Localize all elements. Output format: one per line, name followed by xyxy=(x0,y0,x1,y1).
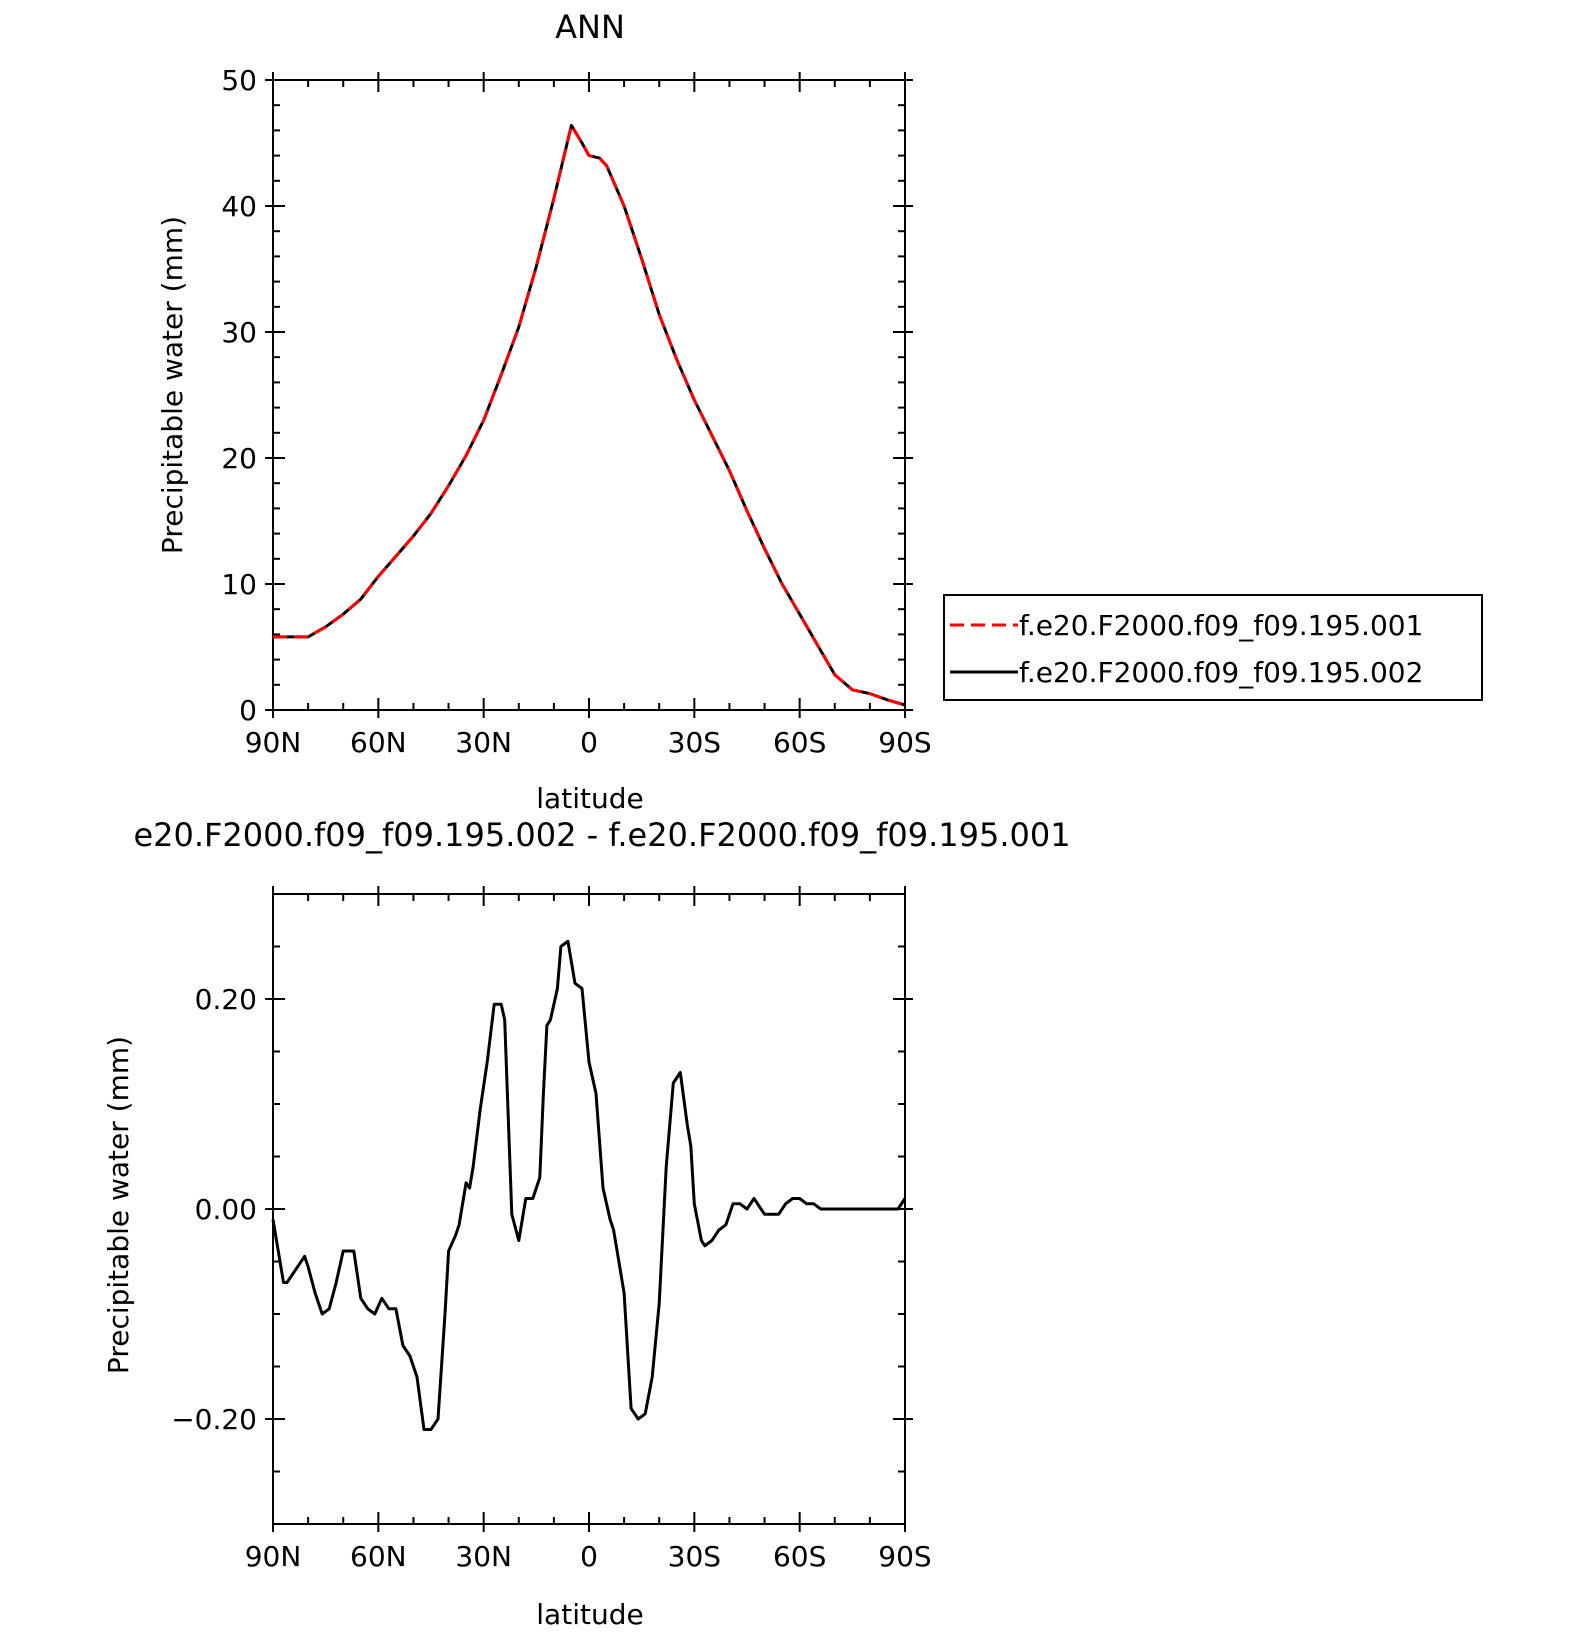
bottom-series-line-0 xyxy=(271,939,907,1431)
top-y-tick-label: 50 xyxy=(221,64,257,97)
top-chart-title: ANN xyxy=(555,8,625,46)
top-x-tick-label: 90N xyxy=(245,726,302,759)
bottom-x-tick-label: 30S xyxy=(668,1540,721,1573)
top-x-tick-label: 30N xyxy=(455,726,512,759)
bottom-x-tick-label: 60S xyxy=(773,1540,826,1573)
legend-label-series-001: f.e20.F2000.f09_f09.195.001 xyxy=(1019,609,1423,642)
bottom-x-tick-label: 90S xyxy=(878,1540,931,1573)
top-x-tick-label: 30S xyxy=(668,726,721,759)
legend-label-series-002: f.e20.F2000.f09_f09.195.002 xyxy=(1019,656,1423,689)
bottom-plot-frame xyxy=(272,893,906,1525)
top-y-tick-label: 30 xyxy=(221,316,257,349)
bottom-chart-title: e20.F2000.f09_f09.195.002 - f.e20.F2000.… xyxy=(133,816,1070,854)
bottom-y-tick-label: 0.20 xyxy=(195,983,257,1016)
bottom-x-tick-label: 60N xyxy=(350,1540,407,1573)
bottom-y-tick-label: 0.00 xyxy=(195,1193,257,1226)
bottom-panel: e20.F2000.f09_f09.195.002 - f.e20.F2000.… xyxy=(102,816,1071,1631)
top-plot-area: 90N 60N 30N 0 30S 60S 90S 0 10 20 30 40 50 xyxy=(221,64,931,759)
top-y-tick-label: 0 xyxy=(239,694,257,727)
bottom-x-tick-label: 90N xyxy=(245,1540,302,1573)
bottom-y-axis-title: Precipitable water (mm) xyxy=(102,1036,135,1374)
bottom-x-axis-title: latitude xyxy=(536,1598,643,1631)
bottom-x-tick-label: 30N xyxy=(455,1540,512,1573)
top-x-tick-label: 0 xyxy=(580,726,598,759)
top-panel: ANN 90N 60N 30N 0 30S 60S 90S 0 10 20 30 40 50 latit… xyxy=(156,8,1483,815)
top-x-tick-label: 60N xyxy=(350,726,407,759)
top-x-tick-label: 90S xyxy=(878,726,931,759)
top-series-line-1 xyxy=(273,123,906,707)
top-y-tick-label: 10 xyxy=(221,568,257,601)
top-series-line-0 xyxy=(273,123,906,707)
bottom-x-tick-label: 0 xyxy=(580,1540,598,1573)
top-y-tick-label: 40 xyxy=(221,190,257,223)
top-x-tick-label: 60S xyxy=(773,726,826,759)
legend-box xyxy=(943,594,1483,701)
top-y-tick-label: 20 xyxy=(221,442,257,475)
bottom-plot-area: 90N 60N 30N 0 30S 60S 90S −0.20 0.00 0.20 xyxy=(171,886,932,1573)
top-y-axis-title: Precipitable water (mm) xyxy=(156,216,189,554)
top-plot-frame xyxy=(272,79,906,711)
top-x-axis-title: latitude xyxy=(536,782,643,815)
bottom-y-tick-label: −0.20 xyxy=(171,1403,257,1436)
top-legend: f.e20.F2000.f09_f09.195.001 f.e20.F2000.… xyxy=(943,594,1483,701)
